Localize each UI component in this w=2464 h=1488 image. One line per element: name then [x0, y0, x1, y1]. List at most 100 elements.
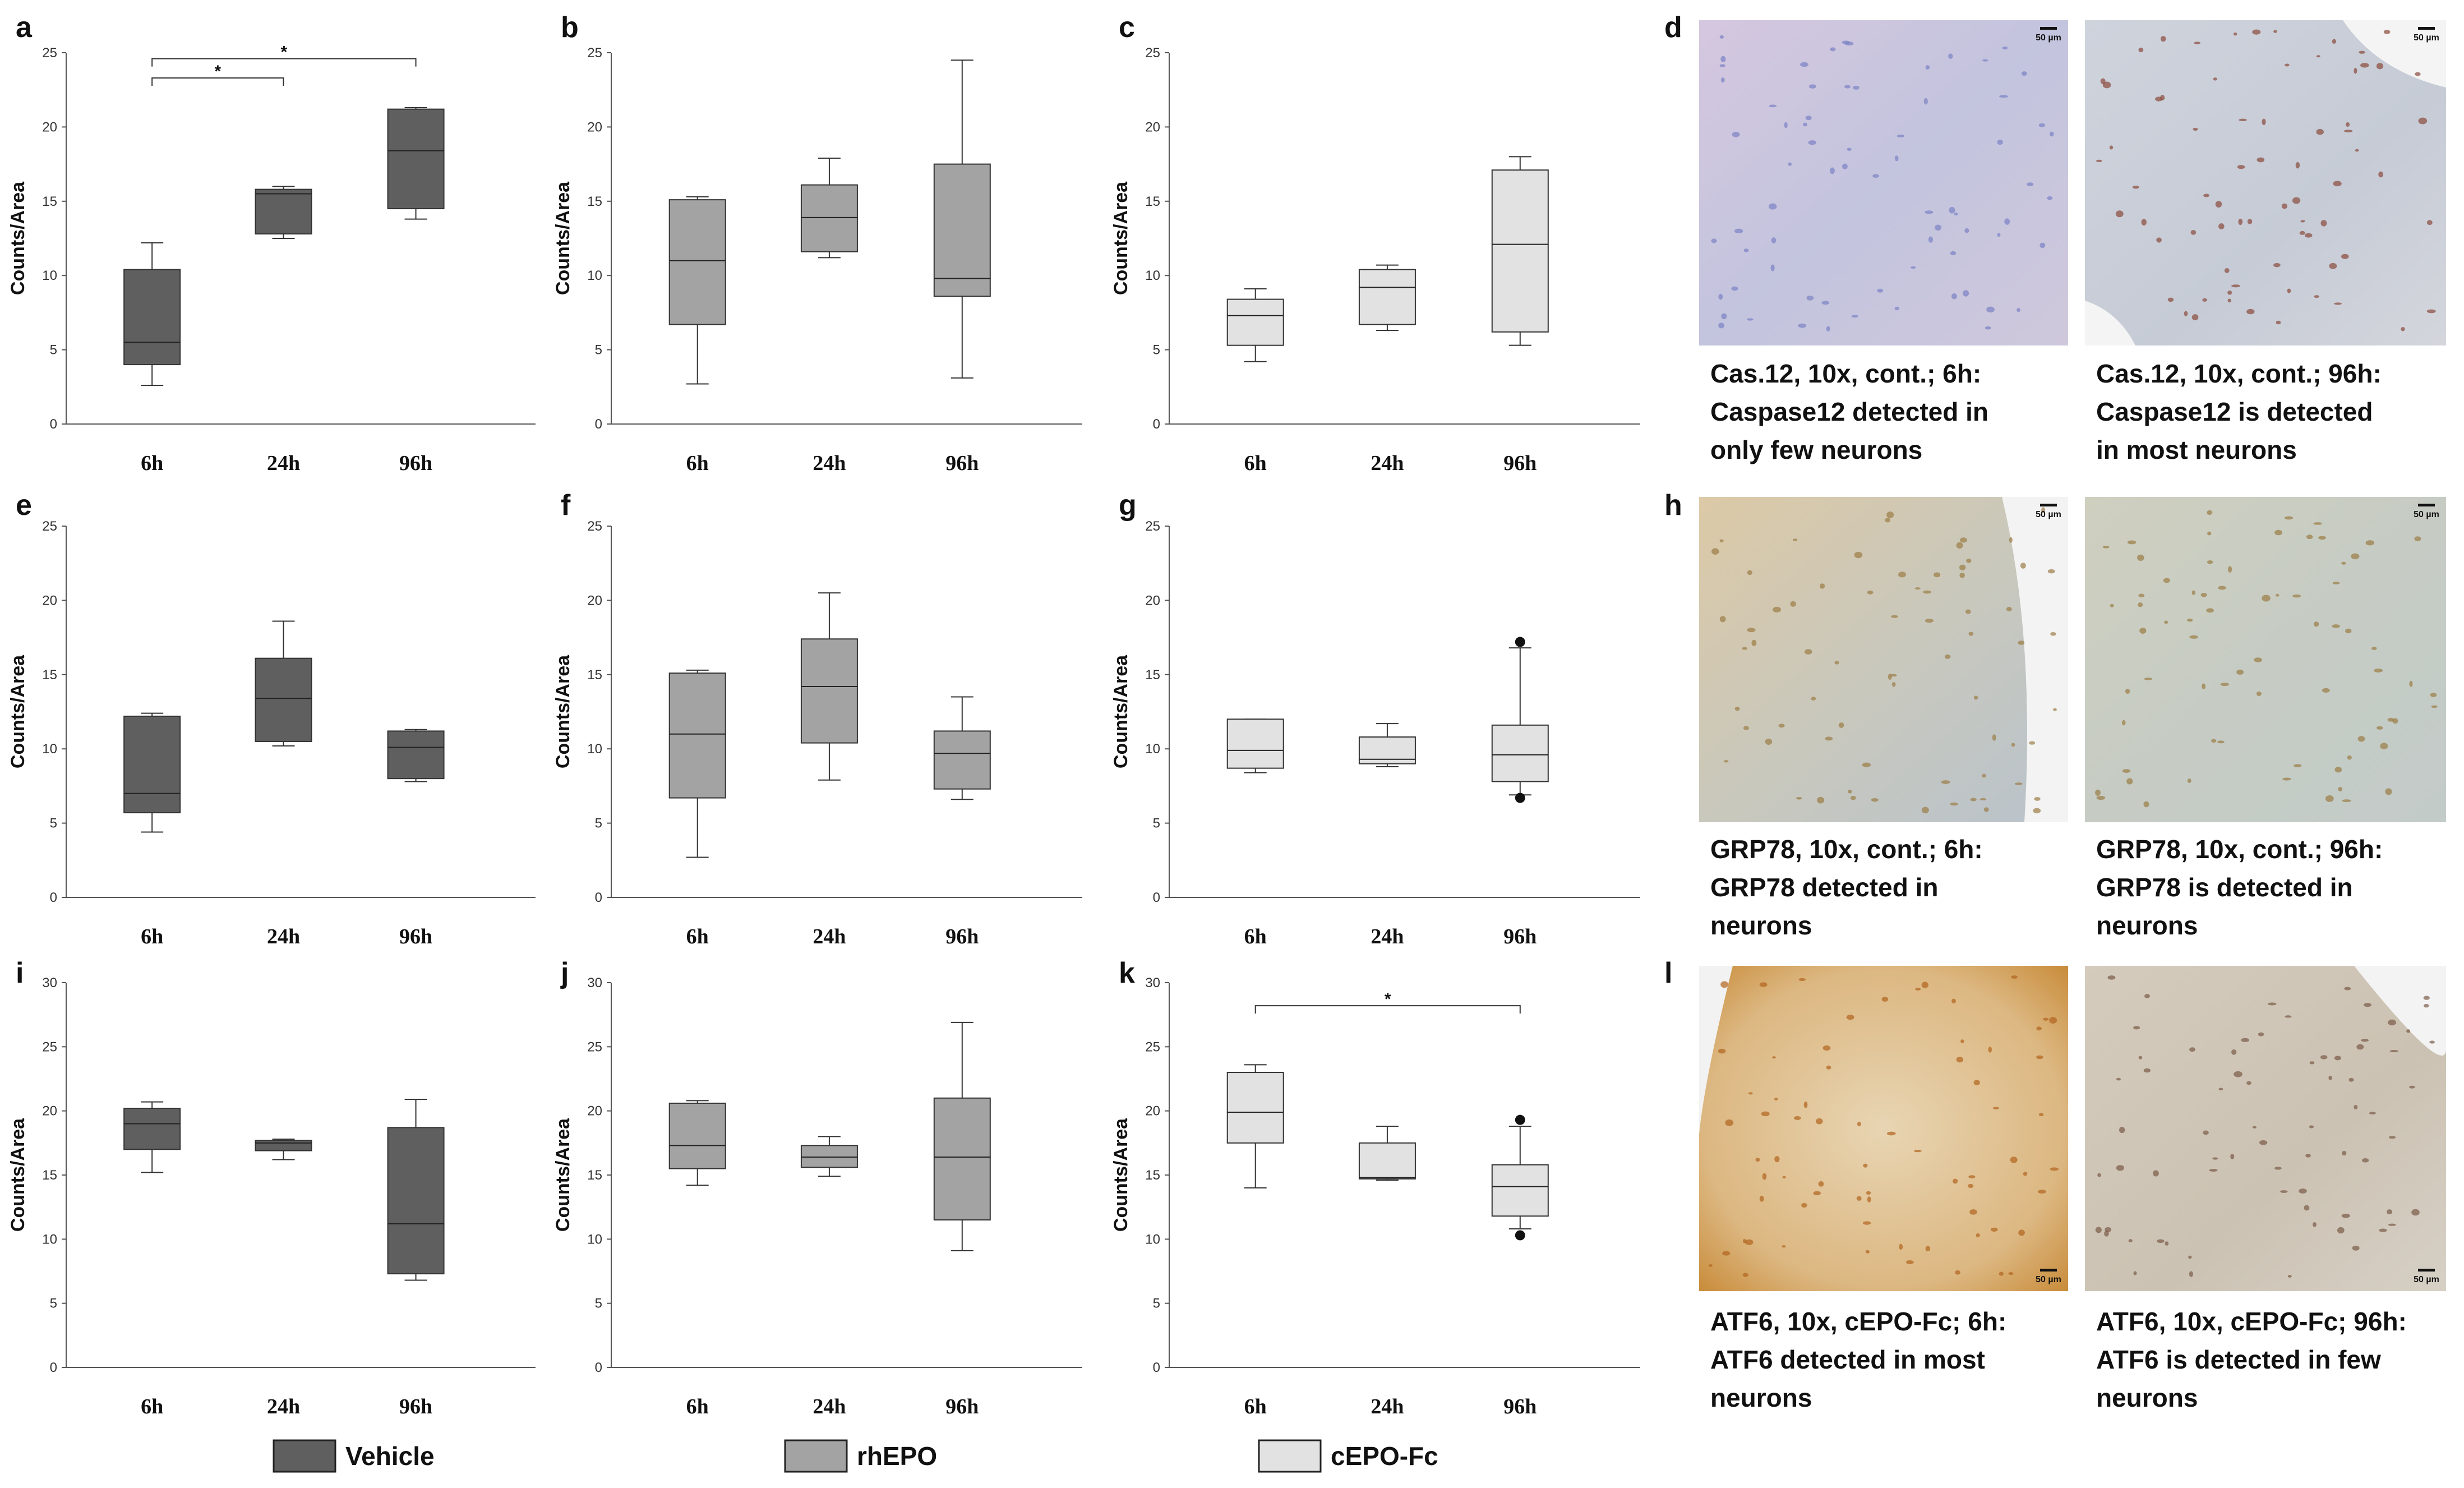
stained-cell — [2218, 586, 2226, 590]
y-tick-label: 15 — [587, 194, 602, 209]
x-category-label: 6h — [1244, 925, 1267, 948]
stained-cell — [2276, 593, 2280, 597]
stained-cell — [1979, 798, 1987, 801]
chart-panel-f: f 0 5 10 15 20 25 Counts/Area 6h 24h 96h — [552, 489, 1082, 948]
stained-cell — [2280, 1190, 2288, 1193]
x-category-label: 96h — [1503, 925, 1536, 948]
stained-cell — [2050, 1167, 2059, 1171]
stained-cell — [1992, 734, 1996, 741]
stained-cell — [1846, 1015, 1854, 1020]
stained-cell — [1798, 323, 1807, 328]
stained-cell — [1959, 573, 1965, 578]
stained-cell — [2047, 569, 2055, 574]
stained-cell — [2215, 201, 2222, 208]
stained-cell — [2304, 1205, 2310, 1211]
stained-cell — [2231, 284, 2240, 288]
stained-cell — [1913, 1149, 1922, 1153]
micrograph-image — [1699, 966, 2068, 1291]
stained-cell — [1894, 155, 1899, 162]
stained-cell — [2119, 1127, 2125, 1134]
stained-cell — [2354, 67, 2357, 74]
stained-cell — [2138, 602, 2143, 607]
iqr-box — [1226, 718, 1284, 769]
box-96h — [933, 1021, 991, 1251]
stained-cell — [1921, 807, 1929, 814]
y-tick-label: 15 — [587, 1168, 602, 1183]
stained-cell — [2342, 799, 2351, 803]
iqr-box — [933, 730, 991, 790]
stained-cell — [1819, 583, 1825, 589]
scale-bar — [2040, 1269, 2057, 1272]
stained-cell — [2276, 320, 2281, 325]
box-6h — [123, 242, 181, 386]
caption-line: ATF6, 10x, cEPO-Fc; 6h: — [1710, 1307, 2006, 1336]
background-region — [2354, 966, 2446, 1056]
stained-cell — [2144, 994, 2150, 998]
stained-cell — [1966, 558, 1972, 563]
stained-cell — [2342, 1150, 2347, 1156]
background-region — [2343, 20, 2446, 87]
stained-cell — [1968, 1183, 1974, 1188]
iqr-box — [668, 1102, 726, 1169]
stained-cell — [2096, 795, 2106, 800]
stained-cell — [2133, 1026, 2140, 1030]
iqr-box — [668, 199, 726, 325]
micrograph-right: 50 µm GRP78, 10x, cont.; 96h: GRP78 is det… — [2085, 497, 2446, 940]
x-category-label: 96h — [945, 452, 979, 475]
stained-cell — [2273, 30, 2277, 33]
stained-cell — [1761, 1111, 1770, 1117]
stained-cell — [1742, 1273, 1748, 1277]
box-24h — [800, 158, 858, 259]
stained-cell — [1970, 798, 1977, 801]
stained-cell — [2018, 1229, 2025, 1236]
caption-line: in most neurons — [2096, 435, 2297, 464]
y-tick-label: 5 — [595, 1296, 602, 1311]
stained-cell — [2138, 47, 2144, 53]
micrograph-right: 50 µm Cas.12, 10x, cont.; 96h: Caspase12 i… — [2085, 20, 2446, 464]
stained-cell — [1803, 122, 1807, 127]
caption-line: ATF6, 10x, cEPO-Fc; 96h: — [2096, 1307, 2407, 1336]
stained-cell — [2356, 1044, 2364, 1050]
stained-cell — [2285, 1015, 2292, 1018]
significance-bracket — [1254, 1005, 1521, 1014]
caption-line: GRP78, 10x, cont.; 96h: — [2096, 835, 2383, 864]
stained-cell — [1721, 313, 1727, 320]
stained-cell — [2207, 510, 2213, 515]
stained-cell — [1886, 511, 1894, 518]
stained-cell — [1842, 40, 1850, 44]
stained-cell — [1999, 95, 2008, 98]
stained-cell — [2415, 72, 2421, 76]
stained-cell — [2328, 1075, 2332, 1080]
box-24h — [1358, 723, 1416, 767]
stained-cell — [2320, 1055, 2328, 1059]
stained-cell — [1719, 616, 1726, 623]
stained-cell — [2141, 219, 2147, 226]
y-tick-label: 30 — [42, 975, 57, 991]
panel-letter: d — [1664, 11, 1682, 44]
stained-cell — [2227, 298, 2231, 303]
stained-cell — [2252, 29, 2261, 35]
stained-cell — [1798, 978, 1806, 982]
stained-cell — [1818, 1181, 1824, 1187]
box-96h — [1491, 637, 1549, 803]
stained-cell — [1718, 323, 1725, 329]
stained-cell — [2023, 1172, 2028, 1176]
stained-cell — [1762, 1173, 1767, 1180]
stained-cell — [2355, 149, 2359, 152]
stained-cell — [1982, 773, 1986, 778]
stained-cell — [2122, 769, 2131, 773]
stained-cell — [1956, 1057, 1964, 1063]
stained-cell — [2309, 1125, 2314, 1128]
stained-cell — [1742, 1238, 1747, 1243]
stained-cell — [1955, 1270, 1960, 1275]
stained-cell — [2234, 1071, 2242, 1077]
micrograph-left: 50 µm GRP78, 10x, cont.; 6h: GRP78 detecte… — [1699, 497, 2068, 940]
stained-cell — [1769, 203, 1777, 210]
stained-cell — [2053, 708, 2057, 711]
caption-line: Caspase12 detected in — [1710, 397, 1988, 426]
scale-bar — [2418, 504, 2435, 506]
stained-cell — [1830, 167, 1835, 174]
stained-cell — [2133, 1271, 2137, 1275]
stained-cell — [2262, 595, 2271, 602]
caption-line: ATF6 detected in most — [1710, 1345, 1985, 1374]
